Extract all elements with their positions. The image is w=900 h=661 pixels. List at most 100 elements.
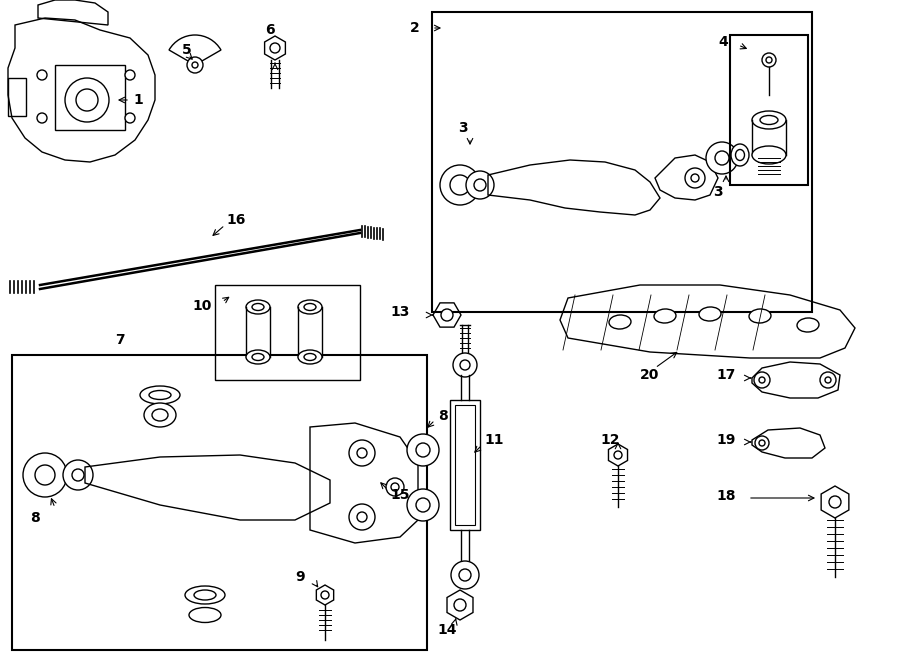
Text: 7: 7	[115, 333, 124, 347]
Text: 13: 13	[391, 305, 410, 319]
Circle shape	[766, 57, 772, 63]
Text: 16: 16	[226, 213, 246, 227]
Circle shape	[474, 179, 486, 191]
Circle shape	[187, 57, 203, 73]
Circle shape	[759, 440, 765, 446]
Ellipse shape	[246, 350, 270, 364]
Circle shape	[829, 496, 841, 508]
Ellipse shape	[194, 590, 216, 600]
Text: 1: 1	[133, 93, 143, 107]
Circle shape	[614, 451, 622, 459]
Bar	[455, 405, 475, 525]
Circle shape	[459, 569, 471, 581]
Circle shape	[321, 591, 329, 599]
Text: 15: 15	[390, 488, 410, 502]
Circle shape	[37, 113, 47, 123]
Circle shape	[35, 465, 55, 485]
Bar	[55, 65, 125, 130]
Circle shape	[450, 175, 470, 195]
Circle shape	[825, 377, 831, 383]
Ellipse shape	[731, 144, 749, 166]
Ellipse shape	[246, 300, 270, 314]
Circle shape	[754, 372, 770, 388]
Circle shape	[63, 460, 93, 490]
Circle shape	[460, 360, 470, 370]
Bar	[450, 400, 480, 530]
Circle shape	[820, 372, 836, 388]
Circle shape	[23, 453, 67, 497]
Ellipse shape	[654, 309, 676, 323]
Ellipse shape	[140, 386, 180, 404]
Circle shape	[125, 70, 135, 80]
Text: 3: 3	[458, 121, 468, 135]
Ellipse shape	[609, 315, 631, 329]
Circle shape	[76, 89, 98, 111]
Ellipse shape	[144, 403, 176, 427]
Text: 2: 2	[410, 21, 420, 35]
Circle shape	[349, 504, 375, 530]
Circle shape	[37, 70, 47, 80]
Circle shape	[691, 174, 699, 182]
Circle shape	[685, 168, 705, 188]
Text: 14: 14	[437, 623, 456, 637]
Circle shape	[454, 599, 466, 611]
Circle shape	[453, 353, 477, 377]
Ellipse shape	[189, 607, 221, 623]
Ellipse shape	[298, 350, 322, 364]
Text: 6: 6	[266, 23, 274, 37]
Text: 11: 11	[484, 433, 503, 447]
Circle shape	[407, 489, 439, 521]
Circle shape	[762, 53, 776, 67]
Ellipse shape	[760, 116, 778, 124]
Ellipse shape	[304, 354, 316, 360]
Circle shape	[440, 165, 480, 205]
Ellipse shape	[735, 149, 744, 161]
Text: 8: 8	[438, 409, 448, 423]
Text: 3: 3	[713, 185, 723, 199]
Circle shape	[755, 436, 769, 450]
Circle shape	[192, 62, 198, 68]
Text: 17: 17	[716, 368, 736, 382]
Text: 8: 8	[30, 511, 40, 525]
Ellipse shape	[252, 303, 264, 311]
Bar	[432, 12, 812, 312]
Ellipse shape	[752, 111, 786, 129]
Ellipse shape	[152, 409, 168, 421]
Ellipse shape	[185, 586, 225, 604]
Bar	[730, 35, 808, 185]
Circle shape	[357, 448, 367, 458]
Circle shape	[349, 440, 375, 466]
Circle shape	[357, 512, 367, 522]
Circle shape	[407, 434, 439, 466]
Circle shape	[706, 142, 738, 174]
Circle shape	[451, 561, 479, 589]
Circle shape	[416, 443, 430, 457]
Circle shape	[715, 151, 729, 165]
Ellipse shape	[252, 354, 264, 360]
Text: 5: 5	[182, 43, 192, 57]
Text: 19: 19	[716, 433, 736, 447]
Circle shape	[270, 43, 280, 53]
Text: 9: 9	[295, 570, 305, 584]
Ellipse shape	[304, 303, 316, 311]
Text: 20: 20	[640, 368, 660, 382]
Ellipse shape	[298, 300, 322, 314]
Ellipse shape	[749, 309, 771, 323]
Circle shape	[72, 469, 84, 481]
Ellipse shape	[797, 318, 819, 332]
Text: 10: 10	[193, 299, 212, 313]
Circle shape	[441, 309, 453, 321]
Circle shape	[391, 483, 399, 491]
Circle shape	[466, 171, 494, 199]
Text: 18: 18	[716, 489, 736, 503]
Ellipse shape	[699, 307, 721, 321]
Circle shape	[125, 113, 135, 123]
Ellipse shape	[752, 146, 786, 164]
Text: 12: 12	[600, 433, 620, 447]
Circle shape	[416, 498, 430, 512]
Bar	[8, 78, 26, 116]
Ellipse shape	[149, 391, 171, 399]
Circle shape	[759, 377, 765, 383]
Bar	[12, 355, 427, 650]
Circle shape	[386, 478, 404, 496]
